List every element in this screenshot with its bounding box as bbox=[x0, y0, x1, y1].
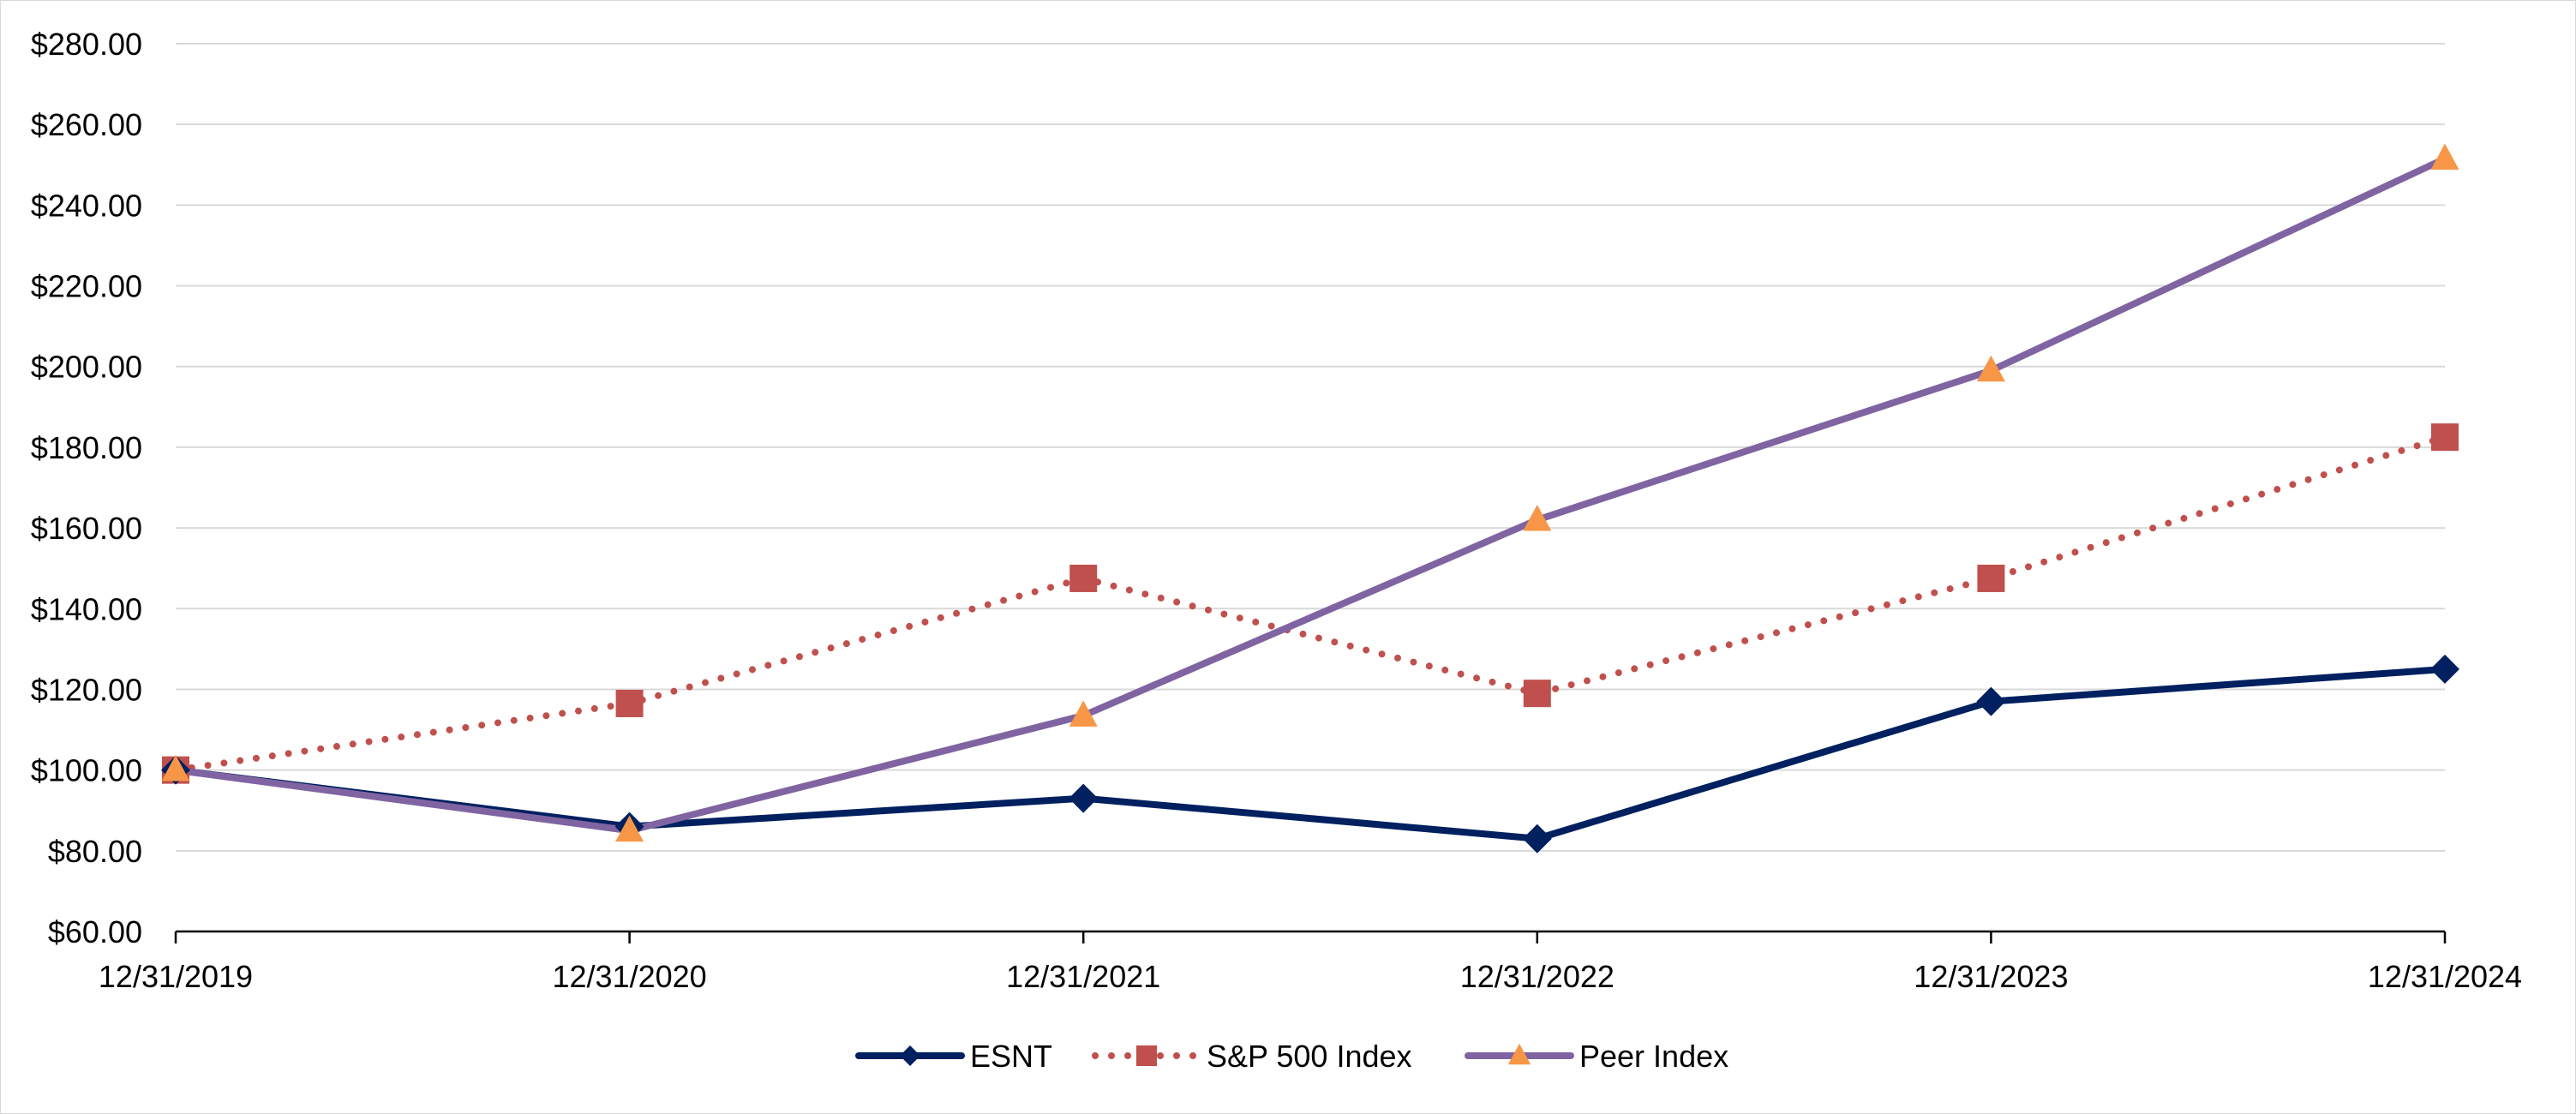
y-tick-label: $180.00 bbox=[31, 430, 142, 465]
legend-entry: ESNT bbox=[855, 1039, 1052, 1074]
series-markers bbox=[161, 143, 2459, 842]
data-point-marker bbox=[1523, 505, 1552, 531]
data-point-marker bbox=[1069, 783, 1099, 813]
series-markers bbox=[162, 423, 2459, 784]
legend-label: S&P 500 Index bbox=[1207, 1039, 1412, 1074]
gridlines bbox=[176, 43, 2445, 852]
x-tick-label: 12/31/2022 bbox=[1460, 959, 1614, 994]
y-tick-label: $80.00 bbox=[48, 834, 142, 869]
data-point-marker bbox=[2430, 654, 2459, 684]
legend-label: Peer Index bbox=[1579, 1039, 1728, 1074]
series-peer-index bbox=[172, 155, 2448, 835]
series-line bbox=[172, 155, 2448, 835]
legend-entry: Peer Index bbox=[1465, 1039, 1728, 1074]
series-group bbox=[161, 143, 2459, 853]
x-tick-label: 12/31/2023 bbox=[1914, 959, 2068, 994]
y-tick-label: $140.00 bbox=[31, 591, 142, 626]
x-tick-label: 12/31/2021 bbox=[1006, 959, 1160, 994]
axes: $60.00 $80.00 $100.00 $120.00 $140.00 $160.00… bbox=[31, 27, 2522, 994]
x-tick-label: 12/31/2019 bbox=[99, 959, 253, 994]
series-line bbox=[172, 434, 2448, 774]
data-point-marker bbox=[615, 815, 644, 842]
y-tick-label: $160.00 bbox=[31, 511, 142, 546]
y-tick-label: $200.00 bbox=[31, 350, 142, 385]
series-s-p-500-index bbox=[172, 434, 2448, 774]
series-markers bbox=[161, 654, 2459, 853]
x-tick-label: 12/31/2024 bbox=[2368, 959, 2522, 994]
data-point-marker bbox=[1069, 564, 1098, 592]
data-point-marker bbox=[1507, 1043, 1531, 1065]
data-point-marker bbox=[1976, 355, 2005, 382]
data-point-marker bbox=[161, 754, 190, 782]
data-point-marker bbox=[1523, 680, 1551, 708]
data-point-marker bbox=[900, 1045, 920, 1066]
y-tick-label: $260.00 bbox=[31, 107, 142, 142]
y-tick-label: $60.00 bbox=[48, 914, 142, 949]
y-tick-label: $120.00 bbox=[31, 672, 142, 707]
y-tick-label: $280.00 bbox=[31, 27, 142, 62]
legend: ESNT S&P 500 Index Peer Index bbox=[855, 1039, 1728, 1074]
data-point-marker bbox=[1977, 564, 2005, 592]
data-point-marker bbox=[1976, 686, 2006, 716]
legend-label: ESNT bbox=[970, 1039, 1052, 1074]
x-tick-label: 12/31/2020 bbox=[553, 959, 707, 994]
y-tick-label: $100.00 bbox=[31, 753, 142, 788]
y-tick-label: $240.00 bbox=[31, 188, 142, 223]
y-tick-label: $220.00 bbox=[31, 269, 142, 304]
data-point-marker bbox=[2430, 143, 2459, 171]
data-point-marker bbox=[2431, 423, 2459, 452]
data-point-marker bbox=[615, 689, 644, 717]
data-point-marker bbox=[1136, 1045, 1157, 1066]
legend-entry: S&P 500 Index bbox=[1092, 1039, 1412, 1074]
data-point-marker bbox=[1522, 824, 1552, 853]
data-point-marker bbox=[1069, 700, 1098, 727]
